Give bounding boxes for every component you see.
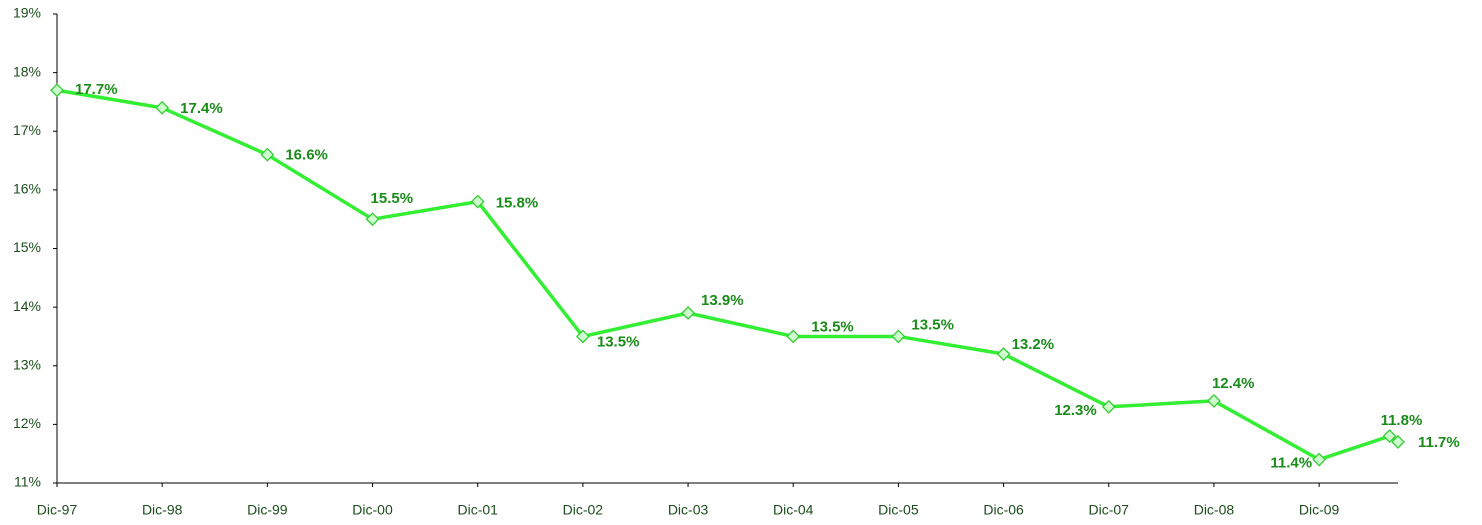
y-tick-label: 12% bbox=[13, 415, 41, 431]
x-tick-label: Dic-03 bbox=[668, 502, 709, 518]
data-label: 13.5% bbox=[811, 318, 854, 335]
marker bbox=[50, 83, 64, 98]
data-label: 13.2% bbox=[1012, 336, 1055, 353]
x-tick-label: Dic-00 bbox=[352, 502, 393, 518]
data-label: 11.7% bbox=[1418, 434, 1460, 451]
y-tick-label: 19% bbox=[13, 5, 41, 21]
y-tick-label: 11% bbox=[14, 474, 41, 490]
marker bbox=[260, 147, 275, 162]
data-label: 13.5% bbox=[597, 333, 640, 350]
y-tick-label: 16% bbox=[13, 181, 41, 197]
data-label: 12.3% bbox=[1054, 402, 1097, 419]
series-line bbox=[56, 88, 1400, 462]
marker bbox=[1101, 399, 1116, 414]
y-tick-label: 15% bbox=[13, 239, 41, 255]
x-tick-label: Dic-09 bbox=[1299, 502, 1340, 518]
data-label: 12.4% bbox=[1212, 375, 1255, 392]
data-label: 15.8% bbox=[496, 195, 539, 212]
x-tick-label: Dic-07 bbox=[1089, 502, 1130, 518]
data-label: 17.7% bbox=[75, 81, 118, 98]
marker bbox=[1391, 435, 1405, 449]
data-label: 17.4% bbox=[180, 100, 223, 117]
marker bbox=[681, 306, 695, 320]
x-tick-label: Dic-02 bbox=[563, 502, 604, 518]
x-tick-label: Dic-05 bbox=[878, 502, 919, 518]
data-label: 11.4% bbox=[1270, 455, 1312, 472]
x-tick-label: Dic-99 bbox=[247, 502, 288, 518]
y-tick-label: 18% bbox=[13, 63, 41, 79]
marker bbox=[786, 329, 801, 344]
marker bbox=[996, 347, 1011, 361]
x-tick-label: Dic-01 bbox=[457, 502, 498, 518]
marker bbox=[155, 100, 170, 115]
x-tick-label: Dic-04 bbox=[773, 502, 814, 518]
data-label: 13.5% bbox=[911, 316, 954, 333]
data-label: 16.6% bbox=[285, 147, 328, 164]
data-label: 13.9% bbox=[701, 292, 744, 309]
marker bbox=[891, 329, 906, 344]
marker bbox=[575, 329, 590, 344]
marker bbox=[1207, 394, 1221, 408]
x-tick-label: Dic-06 bbox=[983, 502, 1024, 518]
marker bbox=[1382, 429, 1397, 444]
data-label: 11.8% bbox=[1381, 412, 1423, 429]
marker bbox=[1312, 452, 1327, 467]
data-label: 15.5% bbox=[371, 190, 414, 207]
x-tick-label: Dic-98 bbox=[142, 502, 183, 518]
x-tick-label: Dic-08 bbox=[1194, 502, 1235, 518]
x-tick-label: Dic-97 bbox=[37, 502, 78, 518]
marker bbox=[470, 194, 485, 209]
y-tick-label: 17% bbox=[13, 122, 41, 138]
y-tick-label: 13% bbox=[13, 356, 41, 372]
y-tick-label: 14% bbox=[13, 298, 41, 314]
marker bbox=[365, 212, 380, 227]
